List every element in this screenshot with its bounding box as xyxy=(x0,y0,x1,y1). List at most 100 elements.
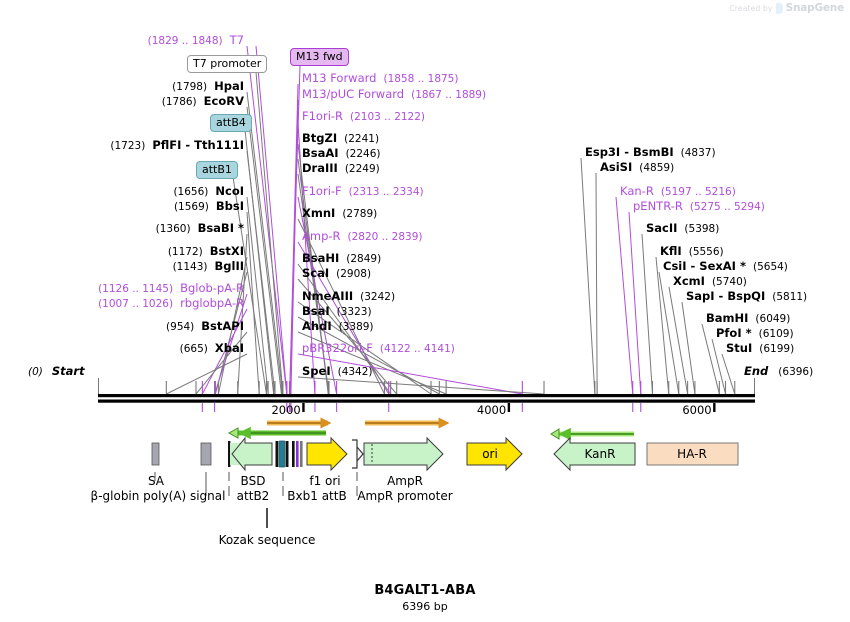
label-bsai[interactable]: BsaI (3323) xyxy=(302,305,372,318)
label-bglii[interactable]: (1143) BglII xyxy=(0,260,244,273)
feature-ampr-promoter[interactable] xyxy=(352,439,358,469)
label-rbglobpa-r[interactable]: (1007 .. 1026) rbglobpA-R xyxy=(0,297,244,310)
leader-esp3i-bsmbi xyxy=(580,157,596,395)
label-position-kan-r: (5197 .. 5216) xyxy=(660,186,736,198)
leader-ncoi xyxy=(246,196,269,395)
label-bsahi[interactable]: BsaHI (2849) xyxy=(302,252,381,265)
label-position-nmeaiii: (3242) xyxy=(360,291,396,303)
label-position-bbsi: (1569) xyxy=(173,201,209,213)
label-position-bglii: (1143) xyxy=(172,261,208,273)
label-spei[interactable]: SpeI (4342) xyxy=(302,365,373,378)
label-name-scai: ScaI xyxy=(302,266,330,280)
feature-bglobin-polya[interactable] xyxy=(200,442,212,466)
label-name-bstapi: BstAPI xyxy=(201,319,244,333)
label-position-hpai: (1798) xyxy=(172,81,208,93)
label-position-kfli: (5556) xyxy=(688,246,724,258)
badge-t7-promoter[interactable]: T7 promoter xyxy=(187,55,268,73)
page-title: B4GALT1-ABA xyxy=(374,583,476,598)
badge-m13-fwd[interactable]: M13 fwd xyxy=(290,48,349,66)
feature-bxb1-attb-tick-1[interactable] xyxy=(275,441,279,467)
watermark-brand: SnapGene xyxy=(785,2,845,14)
label-kan-r[interactable]: Kan-R (5197 .. 5216) xyxy=(620,185,736,198)
leader-ecorv xyxy=(246,106,282,395)
label-name-f1ori-f: F1ori-F xyxy=(302,184,342,198)
label-position-stui: (6199) xyxy=(759,343,795,355)
label-esp3i-bsmbi[interactable]: Esp3I - BsmBI (4837) xyxy=(585,146,716,159)
label-xbai[interactable]: (665) XbaI xyxy=(0,342,244,355)
feature-tick-b[interactable] xyxy=(300,441,303,467)
label-hpai[interactable]: (1798) HpaI xyxy=(0,80,244,93)
label-draiii[interactable]: DraIII (2249) xyxy=(302,162,380,175)
label-pbr322ori-f[interactable]: pBR322ori-F (4122 .. 4141) xyxy=(302,342,455,355)
label-m13-forward[interactable]: M13 Forward (1858 .. 1875) xyxy=(302,72,458,85)
leader-amp-r xyxy=(297,241,390,395)
label-position-sacii: (5398) xyxy=(684,223,720,235)
label-amp-r[interactable]: Amp-R (2820 .. 2839) xyxy=(302,230,423,243)
label-bstapi[interactable]: (954) BstAPI xyxy=(0,320,244,333)
label-name-pbr322ori-f: pBR322ori-F xyxy=(302,341,373,355)
label-bstxi[interactable]: (1172) BstXI xyxy=(0,245,244,258)
label-f1ori-f[interactable]: F1ori-F (2313 .. 2334) xyxy=(302,185,424,198)
label-leader-lines xyxy=(166,45,736,395)
label-sacii[interactable]: SacII (5398) xyxy=(646,222,719,235)
label-scai[interactable]: ScaI (2908) xyxy=(302,267,371,280)
end-marker: End (6396) xyxy=(744,365,813,378)
label-name-ncoi: NcoI xyxy=(215,184,244,198)
label-asisi[interactable]: AsiSI (4859) xyxy=(600,161,674,174)
feature-sa[interactable] xyxy=(151,442,160,466)
ruler-tick-label-4000: 4000 xyxy=(476,403,507,417)
label-name-m13-puc-forward: M13/pUC Forward xyxy=(302,87,405,101)
label-f1ori-r[interactable]: F1ori-R (2103 .. 2122) xyxy=(302,110,425,123)
label-name-ahdi: AhdI xyxy=(302,319,332,333)
leader-pbr322ori-f xyxy=(297,353,523,395)
feature-bxb1-attb-tick-2[interactable] xyxy=(285,441,289,467)
feature-ha-r[interactable] xyxy=(646,442,739,466)
label-name-ecorv: EcoRV xyxy=(203,94,244,108)
feature-ori[interactable] xyxy=(466,436,523,472)
label-xmni[interactable]: XmnI (2789) xyxy=(302,207,377,220)
feature-tick-purple[interactable] xyxy=(296,441,299,467)
label-csii-sexai[interactable]: CsiI - SexAI * (5654) xyxy=(663,260,788,273)
label-kfli[interactable]: KflI (5556) xyxy=(660,245,724,258)
label-sapi-bspqi[interactable]: SapI - BspQI (5811) xyxy=(686,290,807,303)
label-pentr-r[interactable]: pENTR-R (5275 .. 5294) xyxy=(633,200,765,213)
label-name-esp3i-bsmbi: Esp3I - BsmBI xyxy=(585,145,674,159)
label-name-hpai: HpaI xyxy=(214,79,244,93)
label-bbsi[interactable]: (1569) BbsI xyxy=(0,200,244,213)
label-m13-puc-forward[interactable]: M13/pUC Forward (1867 .. 1889) xyxy=(302,88,486,101)
label-bsabi[interactable]: (1360) BsaBI * xyxy=(0,222,244,235)
badge-attb4[interactable]: attB4 xyxy=(210,114,252,132)
feature-ampr[interactable] xyxy=(363,436,444,472)
leader-bbsi xyxy=(246,211,260,395)
feature-kanr[interactable] xyxy=(553,436,636,472)
label-stui[interactable]: StuI (6199) xyxy=(726,342,794,355)
leader-stui xyxy=(721,353,736,395)
feature-label-kozak-sequence: Kozak sequence xyxy=(218,533,316,547)
feature-f1-ori[interactable] xyxy=(306,436,348,472)
feature-track xyxy=(151,417,739,528)
label-ecorv[interactable]: (1786) EcoRV xyxy=(0,95,244,108)
label-position-amp-r: (2820 .. 2839) xyxy=(347,231,423,243)
label-bamhi[interactable]: BamHI (6049) xyxy=(706,312,790,325)
label-position-xbai: (665) xyxy=(179,343,208,355)
feature-label-bxb1-attb: Bxb1 attB xyxy=(287,489,347,503)
label-nmeaiii[interactable]: NmeAIII (3242) xyxy=(302,290,395,303)
label-name-f1ori-r: F1ori-R xyxy=(302,109,344,123)
label-pflfi-tth111i[interactable]: (1723) PflFI - Tth111I xyxy=(0,139,244,152)
label-btgzi[interactable]: BtgZI (2241) xyxy=(302,132,379,145)
feature-attb2[interactable] xyxy=(228,441,231,467)
label-bsaai[interactable]: BsaAI (2246) xyxy=(302,147,380,160)
label-ahdi[interactable]: AhdI (3389) xyxy=(302,320,374,333)
label-t7-primer[interactable]: (1829 .. 1848) T7 xyxy=(0,34,244,47)
ruler-ticks xyxy=(302,403,716,412)
label-bglob-pa-r[interactable]: (1126 .. 1145) Bglob-pA-R xyxy=(0,282,244,295)
badge-attb1[interactable]: attB1 xyxy=(196,161,238,179)
feature-bxb1-attb-core[interactable] xyxy=(279,440,285,468)
label-name-amp-r: Amp-R xyxy=(302,229,341,243)
label-xcmi[interactable]: XcmI (5740) xyxy=(673,275,747,288)
feature-tick-a[interactable] xyxy=(292,441,295,467)
label-position-ncoi: (1656) xyxy=(173,186,209,198)
label-ncoi[interactable]: (1656) NcoI xyxy=(0,185,244,198)
label-pfoi[interactable]: PfoI * (6109) xyxy=(716,327,794,340)
